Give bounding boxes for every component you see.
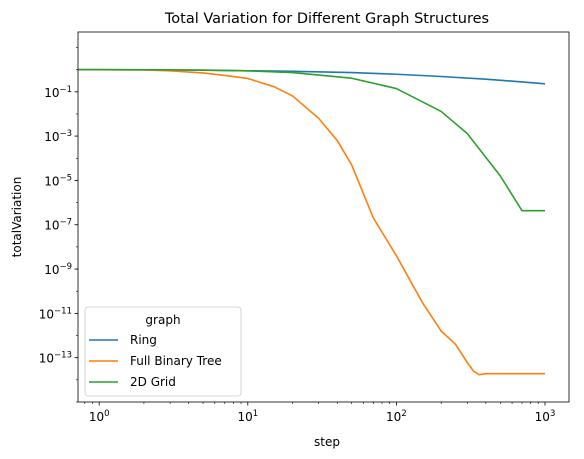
y-tick-label: 10−3 — [44, 129, 72, 144]
x-tick-label: 103 — [535, 409, 556, 424]
legend-entry-label: Full Binary Tree — [130, 354, 222, 368]
y-tick-label: 10−1 — [44, 85, 72, 100]
y-tick-label: 10−7 — [44, 218, 72, 233]
y-tick-label: 10−5 — [44, 173, 72, 188]
series-line-full-binary-tree — [78, 68, 546, 376]
y-tick-label: 10−13 — [39, 351, 72, 366]
legend: graph Ring Full Binary Tree 2D Grid — [84, 306, 242, 397]
chart-title: Total Variation for Different Graph Stru… — [164, 11, 489, 27]
legend-entry-label: Ring — [130, 333, 157, 347]
y-tick-label: 10−11 — [39, 306, 72, 321]
y-tick-label: 10−9 — [44, 262, 72, 277]
x-axis-label: step — [314, 435, 340, 449]
x-tick-label: 101 — [237, 409, 258, 424]
x-tick-label: 100 — [89, 409, 110, 424]
plot-frame — [77, 31, 570, 403]
series-line-2d-grid — [78, 68, 546, 212]
x-axis: 100 101 102 103 — [84, 402, 556, 424]
x-tick-label: 102 — [386, 409, 407, 424]
legend-entry-label: 2D Grid — [130, 375, 176, 389]
y-axis: 10−1 10−3 10−5 10−7 10−9 10−11 10−13 — [39, 47, 78, 403]
legend-title: graph — [145, 313, 180, 327]
plot-area — [78, 68, 546, 376]
series-line-ring — [78, 68, 546, 85]
y-axis-label: totalVariation — [10, 177, 24, 258]
legend-box — [84, 306, 242, 397]
